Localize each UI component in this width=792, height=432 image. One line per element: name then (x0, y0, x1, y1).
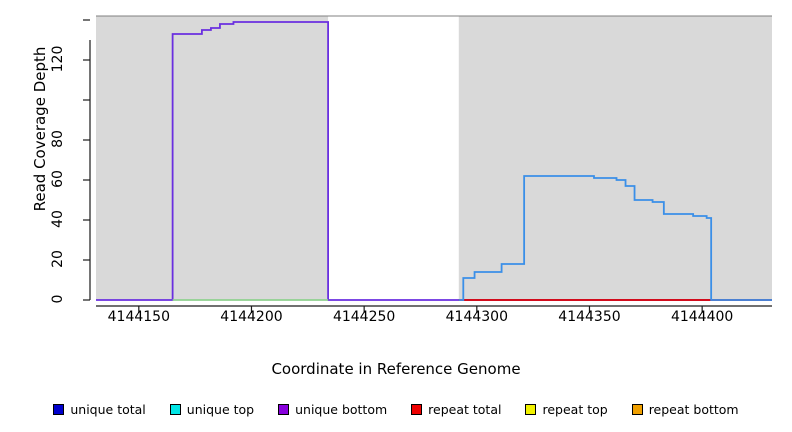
legend-swatch-icon (169, 403, 181, 415)
series-lines (96, 21, 772, 301)
legend-label: repeat top (542, 401, 608, 417)
y-tick-label-40: 40 (50, 210, 66, 228)
y-axis-title: Read Coverage Depth (31, 46, 49, 212)
legend-label: unique top (186, 401, 255, 417)
legend-label: repeat total (428, 401, 502, 417)
x-tick-label-4144250: 4144250 (332, 309, 396, 325)
x-tick-label-4144150: 4144150 (107, 309, 170, 325)
legend-label: unique bottom (295, 401, 388, 417)
y-tick-label-0: 0 (50, 294, 66, 304)
shaded-region-1 (458, 16, 772, 300)
shaded-region-0 (96, 16, 329, 300)
x-tick-label-4144200: 4144200 (220, 309, 283, 325)
legend-item-unique-top: unique top (169, 401, 255, 417)
shaded-regions (96, 16, 772, 300)
chart-legend: unique total unique top unique bottom repea… (0, 398, 792, 420)
legend-swatch-icon (411, 403, 423, 415)
axis-lines (89, 40, 772, 307)
legend-swatch-icon (525, 403, 537, 415)
y-tick-label-20: 20 (50, 250, 66, 268)
y-tick-label-120: 120 (50, 45, 66, 73)
x-tick-label-4144300: 4144300 (445, 309, 508, 325)
legend-item-repeat-bottom: repeat bottom (631, 401, 739, 417)
y-tick-label-60: 60 (50, 170, 66, 188)
x-tick-label-4144350: 4144350 (558, 309, 621, 325)
legend-swatch-icon (53, 403, 65, 415)
legend-item-repeat-total: repeat total (411, 402, 501, 417)
series-right-coverage-step-curve (458, 175, 772, 301)
legend-swatch-icon (631, 403, 643, 415)
legend-item-unique-total: unique total (53, 401, 146, 417)
legend-swatch-icon (278, 403, 290, 415)
legend-label: unique total (70, 401, 146, 417)
legend-item-repeat-top: repeat top (525, 401, 608, 417)
x-tick-label-4144400: 4144400 (670, 309, 734, 325)
legend-item-unique-bottom: unique bottom (278, 402, 387, 417)
axis-ticks (83, 19, 703, 313)
y-tick-label-80: 80 (50, 130, 66, 148)
legend-label: repeat bottom (648, 401, 739, 417)
series-unique-bottom (96, 21, 772, 301)
x-axis-title: Coordinate in Reference Genome (271, 360, 521, 378)
